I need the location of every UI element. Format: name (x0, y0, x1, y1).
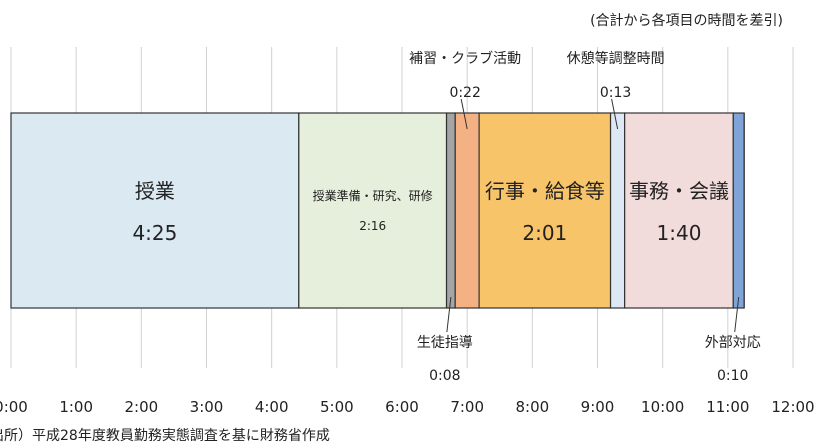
x-tick-label: 1:00 (59, 398, 93, 416)
segment-name-label: 補習・クラブ活動 (409, 50, 521, 67)
x-tick-label: 12:00 (771, 398, 814, 416)
x-tick-label: 5:00 (320, 398, 354, 416)
bar-segment (298, 112, 448, 309)
segment-name-label: 生徒指導 (417, 335, 473, 351)
bar-segment (609, 112, 626, 309)
bar-segment (10, 112, 300, 309)
leader-line (446, 296, 452, 333)
segment-value-label: 4:25 (132, 221, 177, 245)
x-tick-label: 9:00 (581, 398, 615, 416)
bar-segment (624, 112, 734, 309)
source-note: 出所）平成28年度教員勤務実態調査を基に財務省作成 (0, 428, 330, 444)
segment-value-label: 0:08 (429, 368, 460, 384)
segment-name-label: 授業 (135, 179, 175, 203)
segment-name-label: 外部対応 (705, 335, 761, 351)
x-tick-label: 6:00 (385, 398, 419, 416)
segment-name-label: 事務・会議 (629, 179, 729, 203)
segment-value-label: 2:01 (522, 221, 567, 245)
segment-value-label: 2:16 (359, 219, 386, 233)
segment-name-label: 休憩等調整時間 (567, 50, 665, 67)
chart-note: (合計から各項目の時間を差引) (590, 13, 783, 29)
x-tick-label: 0:00 (0, 398, 28, 416)
bar-segment (478, 112, 612, 309)
x-tick-label: 11:00 (706, 398, 749, 416)
x-tick-label: 2:00 (124, 398, 158, 416)
leader-line (611, 98, 619, 130)
leader-line (460, 98, 468, 130)
x-tick-label: 7:00 (450, 398, 484, 416)
segment-value-label: 0:22 (449, 85, 480, 101)
segment-value-label: 1:40 (657, 221, 702, 245)
x-tick-label: 8:00 (515, 398, 549, 416)
bar-segment (454, 112, 480, 309)
segment-name-label: 授業準備・研究、研修 (313, 188, 433, 203)
x-tick-label: 10:00 (641, 398, 684, 416)
segment-value-label: 0:10 (717, 368, 748, 384)
segment-name-label: 行事・給食等 (485, 179, 605, 203)
x-tick-label: 4:00 (255, 398, 289, 416)
bar-segment (732, 112, 745, 309)
leader-line (734, 296, 740, 333)
segment-value-label: 0:13 (600, 85, 631, 101)
bar-segment (445, 112, 456, 309)
x-tick-label: 3:00 (190, 398, 224, 416)
